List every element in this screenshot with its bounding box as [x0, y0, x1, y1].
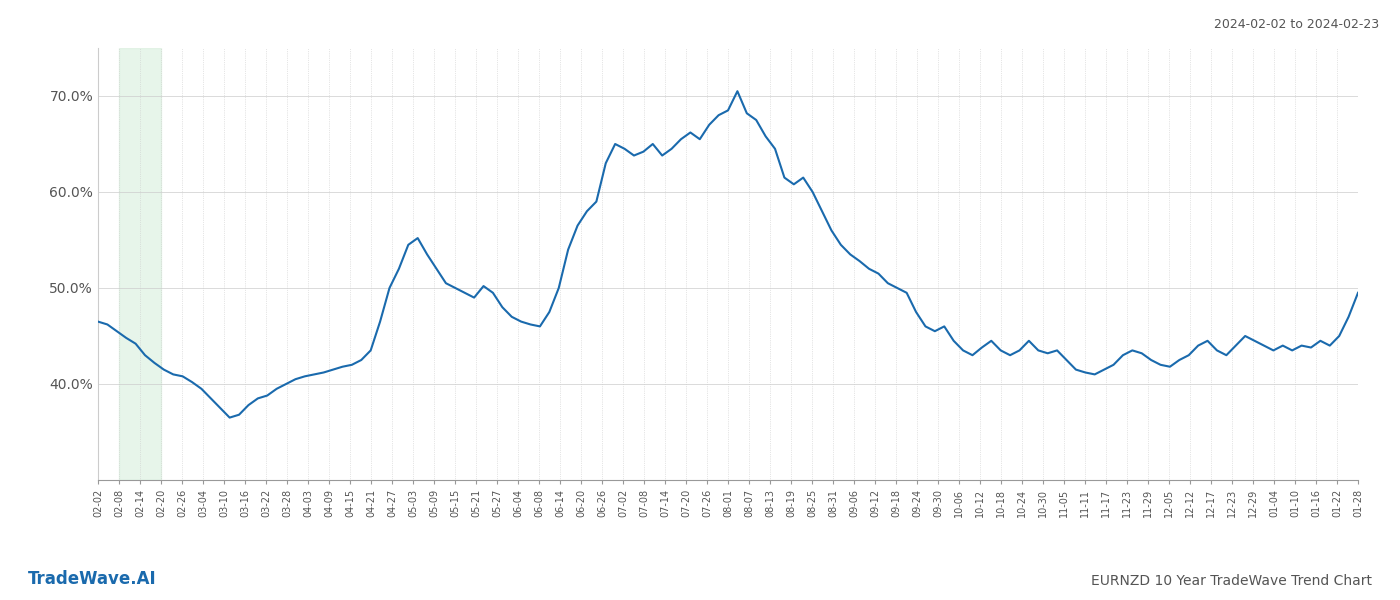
Bar [119, 48, 161, 480]
Text: EURNZD 10 Year TradeWave Trend Chart: EURNZD 10 Year TradeWave Trend Chart [1091, 574, 1372, 588]
Text: 2024-02-02 to 2024-02-23: 2024-02-02 to 2024-02-23 [1214, 18, 1379, 31]
Text: TradeWave.AI: TradeWave.AI [28, 570, 157, 588]
